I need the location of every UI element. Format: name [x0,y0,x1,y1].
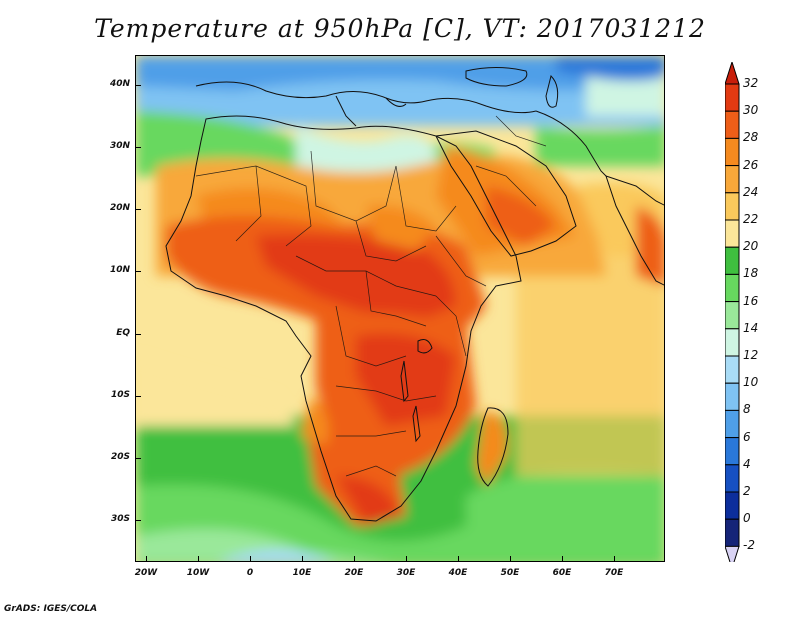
colorbar-label: 30 [743,103,759,118]
country-borders [195,115,547,477]
colorbar-box [725,246,740,275]
grads-credit: GrADS: IGES/COLA [4,604,98,614]
colorbar-label: 24 [743,184,759,199]
colorbar-boxes [725,62,740,562]
colorbar-label: 8 [743,402,751,417]
lat-label-40n: 40N [109,79,130,89]
colorbar-box [725,301,740,330]
lon-label-30e: 30E [396,568,416,578]
colorbar-label: 2 [743,484,751,498]
lon-label-10w: 10W [186,568,210,578]
colorbar-box [725,464,740,493]
colorbar-label: 0 [743,511,751,526]
colorbar-box [725,83,740,112]
colorbar-box [725,409,740,439]
colorbar-label: 10 [743,375,759,390]
temperature-field [136,56,664,561]
colorbar-box [725,110,740,139]
colorbar-label: -2 [743,538,755,553]
colorbar-label: 4 [743,456,751,471]
colorbar-box [725,355,740,384]
lon-label-50e: 50E [500,568,520,578]
colorbar-box [725,518,740,547]
lat-label-10s: 10S [110,390,130,400]
colorbar-label: 26 [743,157,759,172]
colorbar-box [725,165,740,194]
lat-label-20n: 20N [109,203,130,213]
colorbar [725,62,740,562]
lon-label-20w: 20W [134,568,158,578]
colorbar-label: 32 [743,76,759,90]
lon-label-40e: 40E [448,568,468,578]
colorbar-label: 28 [743,130,759,145]
lat-label-30s: 30S [110,514,130,524]
colorbar-label: 14 [743,320,759,335]
lon-label-60e: 60E [552,568,572,578]
lat-label-10n: 10N [109,265,130,275]
lat-label-20s: 20S [110,452,130,462]
colorbar-label: 12 [743,348,759,362]
lon-label-70e: 70E [604,568,624,578]
colorbar-box [725,382,740,411]
lon-label-0: 0 [246,568,254,578]
colorbar-box [725,437,740,466]
lat-label-eq: EQ [116,328,130,338]
colorbar-box [725,491,740,520]
lon-label-10e: 10E [292,568,312,578]
colorbar-bottom-arrow [725,545,740,562]
coastlines [165,67,664,522]
lat-label-30n: 30N [109,141,130,151]
colorbar-label: 16 [743,293,759,308]
map-title: Temperature at 950hPa [C], VT: 201703121… [94,14,706,43]
colorbar-box [725,219,740,248]
temperature-map [135,55,665,562]
colorbar-top-arrow [725,62,740,85]
colorbar-box [725,328,740,357]
colorbar-box [725,192,740,221]
lon-label-20e: 20E [344,568,364,578]
colorbar-label: 20 [743,239,759,254]
colorbar-box [725,273,740,303]
colorbar-box [725,137,740,167]
colorbar-label: 6 [743,429,751,444]
colorbar-label: 18 [743,266,759,281]
colorbar-label: 22 [743,212,759,226]
